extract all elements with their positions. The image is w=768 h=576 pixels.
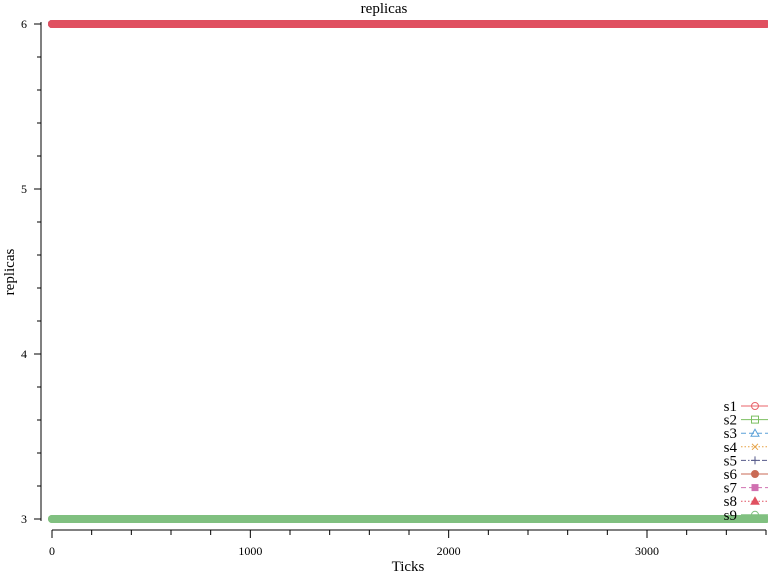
legend-marker [751,484,759,492]
legend-label: s6 [724,467,738,483]
legend-item-s5: s5 [724,453,768,469]
legend-label: s3 [724,426,737,442]
legend-item-s8: s8 [724,494,768,510]
legend-label: s7 [724,481,738,497]
y-tick-label: 6 [21,17,27,31]
y-tick-label: 5 [21,182,27,196]
legend-item-s4: s4 [724,440,768,456]
legend-item-s6: s6 [724,467,768,483]
legend-item-s2: s2 [724,413,768,429]
legend-label: s1 [724,399,737,415]
legend-marker [751,415,759,424]
legend-marker [751,510,759,519]
x-tick-label: 3000 [635,544,659,558]
legend-label: s9 [724,508,737,524]
legend-marker [751,470,759,478]
legend-item-s3: s3 [724,426,768,442]
x-tick-label: 0 [49,544,55,558]
legend-marker [751,402,759,410]
legend-marker [750,496,760,505]
legend-item-s1: s1 [724,399,768,415]
legend-label: s5 [724,453,737,469]
legend-label: s2 [724,413,737,429]
series-group [48,20,768,523]
x-tick-label: 1000 [238,544,262,558]
ticks: 3 4 5 6 0 1000 2000 3000 [21,17,767,558]
x-axis-label: Ticks [392,559,425,575]
y-axis-label: replicas [2,249,18,296]
y-tick-label: 4 [21,347,27,361]
chart-title: replicas [361,1,408,17]
legend-label: s8 [724,494,737,510]
x-tick-label: 2000 [437,544,461,558]
legend-marker [750,428,760,437]
legend-marker [751,443,759,451]
legend-label: s4 [724,440,738,456]
legend-item-s9: s9 [724,508,768,524]
y-tick-label: 3 [21,512,27,526]
axes [40,22,766,531]
legend-item-s7: s7 [724,481,768,497]
legend-marker [751,456,759,465]
